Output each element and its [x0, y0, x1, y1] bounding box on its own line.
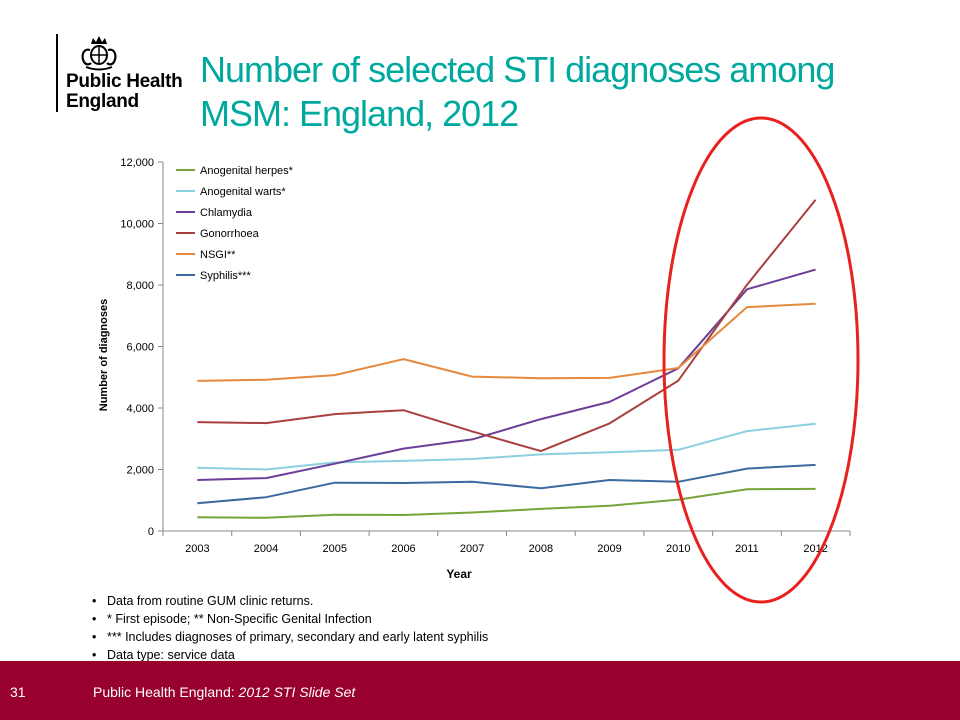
footnote-item: Data type: service data	[92, 646, 488, 664]
org-name-line1: Public Health	[66, 71, 183, 92]
phe-logo: Public Health England	[56, 34, 196, 124]
y-tick-label: 12,000	[120, 157, 154, 169]
footer-source-title: 2012 STI Slide Set	[238, 684, 356, 700]
y-tick-label: 6,000	[126, 342, 154, 354]
x-tick-label: 2003	[185, 543, 209, 555]
footer-bar: 31 Public Health England: 2012 STI Slide…	[0, 661, 960, 720]
x-tick-label: 2006	[391, 543, 415, 555]
slide-title: Number of selected STI diagnoses among M…	[200, 49, 835, 134]
series-line	[197, 463, 816, 505]
y-axis-label: Number of diagnoses	[98, 299, 110, 411]
series-line	[197, 199, 817, 453]
chart-series	[197, 199, 817, 519]
x-tick-label: 2007	[460, 543, 484, 555]
x-axis-label: Year	[446, 567, 472, 581]
legend-entry: NSGI**	[200, 249, 236, 261]
footnotes: Data from routine GUM clinic returns. * …	[92, 592, 488, 664]
y-tick-label: 10,000	[120, 219, 154, 231]
x-tick-label: 2009	[597, 543, 621, 555]
x-tick-label: 2008	[529, 543, 553, 555]
y-tick-label: 2,000	[126, 465, 154, 477]
series-line	[197, 268, 816, 481]
x-tick-label: 2004	[254, 543, 278, 555]
y-tick-label: 0	[148, 526, 154, 538]
org-name: Public Health England	[66, 71, 183, 112]
highlight-ellipse	[662, 116, 860, 604]
footnote-item: Data from routine GUM clinic returns.	[92, 592, 488, 610]
line-chart: 0 2,000 4,000 6,000 8,000 10,000 12,000 2003 200…	[98, 116, 860, 604]
legend-entry: Anogenital warts*	[200, 186, 286, 198]
footer-source: Public Health England: 2012 STI Slide Se…	[93, 684, 355, 700]
chart-axes: 0 2,000 4,000 6,000 8,000 10,000 12,000 2003 200…	[120, 157, 851, 555]
series-line	[197, 487, 816, 519]
legend-entry: Anogenital herpes*	[200, 165, 294, 177]
x-tick-label: 2010	[666, 543, 690, 555]
legend-entry: Syphilis***	[200, 270, 251, 282]
y-tick-label: 8,000	[126, 280, 154, 292]
x-tick-label: 2005	[323, 543, 347, 555]
series-line	[197, 422, 816, 471]
footnote-item: * First episode; ** Non-Specific Genital…	[92, 610, 488, 628]
footer-source-prefix: Public Health England:	[93, 684, 239, 700]
chart-legend: Anogenital herpes* Anogenital warts* Chlam…	[176, 165, 294, 282]
royal-crest-icon	[81, 36, 117, 71]
footnote-item: *** Includes diagnoses of primary, secon…	[92, 628, 488, 646]
legend-entry: Gonorrhoea	[200, 228, 260, 240]
x-tick-label: 2011	[735, 543, 759, 555]
logo-divider	[56, 34, 58, 112]
y-tick-label: 4,000	[126, 403, 154, 415]
org-name-line2: England	[66, 91, 139, 112]
legend-entry: Chlamydia	[200, 207, 253, 219]
slide-number: 31	[10, 684, 26, 700]
series-line	[197, 302, 816, 382]
